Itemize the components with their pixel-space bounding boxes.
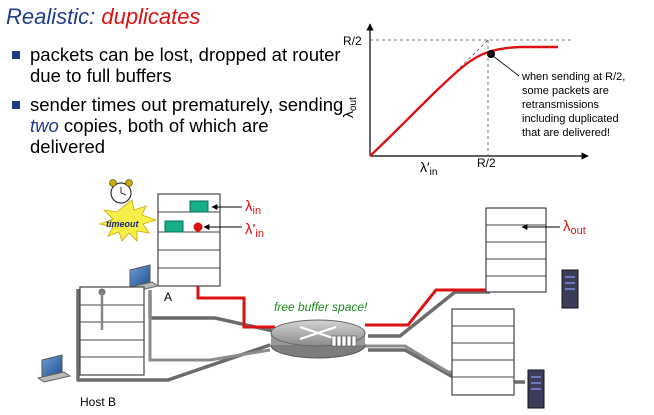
- bullet-emphasis: two: [30, 115, 59, 136]
- host-b-computer-icon: [36, 354, 72, 383]
- host-a-buffer: [157, 193, 221, 287]
- send-point: [193, 222, 203, 232]
- title-prefix: Realistic:: [6, 4, 102, 29]
- lambda-in-label: λin: [245, 198, 261, 217]
- bullet-text: packets can be lost, dropped at router d…: [30, 44, 341, 86]
- host-b-buffer: [79, 286, 145, 376]
- title-highlight: duplicates: [101, 4, 201, 29]
- slide-title: Realistic: duplicates: [6, 4, 200, 30]
- bullet-text-start: sender times out prematurely, sending: [30, 94, 344, 115]
- server2-tower-icon: [527, 369, 545, 409]
- buffer-space-label: free buffer space!: [274, 300, 368, 314]
- gray-flow-from-hostb: [148, 290, 271, 362]
- server2-buffer: [451, 308, 515, 396]
- graph-annotation: when sending at R/2, some packets are re…: [521, 71, 628, 139]
- router-icon: [270, 319, 366, 359]
- y-tick-label: R/2: [343, 34, 362, 48]
- throughput-curve: [369, 45, 558, 157]
- packet-copy: [164, 220, 184, 233]
- square-bullet-icon: [12, 51, 20, 59]
- packet-original: [189, 200, 209, 213]
- x-tick-label: R/2: [477, 156, 496, 170]
- host-a-label: A: [164, 290, 172, 304]
- lambda-in-prime-label: λ'in: [245, 221, 264, 240]
- annotation-pointer: [492, 55, 520, 77]
- link-router-server1: [368, 290, 490, 338]
- timeout-clock-icon: timeout: [98, 179, 158, 242]
- bullet-item: sender times out prematurely, sending tw…: [8, 94, 348, 157]
- throughput-graph: R/2 R/2 λout λ′in when sending at R/2, s…: [340, 23, 628, 178]
- x-axis-label: λ′in: [420, 159, 437, 178]
- lambda-out-label: λout: [563, 218, 586, 237]
- square-bullet-icon: [12, 101, 20, 109]
- bullet-text-end: copies, both of which are delivered: [30, 115, 269, 157]
- bullet-item: packets can be lost, dropped at router d…: [8, 44, 348, 86]
- timeout-label: timeout: [106, 219, 140, 229]
- bullet-list: packets can be lost, dropped at router d…: [8, 44, 348, 165]
- y-axis-label: λout: [340, 97, 359, 118]
- host-b-label: Host B: [80, 395, 116, 409]
- link-hostb-router: [76, 289, 271, 382]
- server1-buffer: [485, 207, 547, 293]
- server1-tower-icon: [561, 269, 579, 309]
